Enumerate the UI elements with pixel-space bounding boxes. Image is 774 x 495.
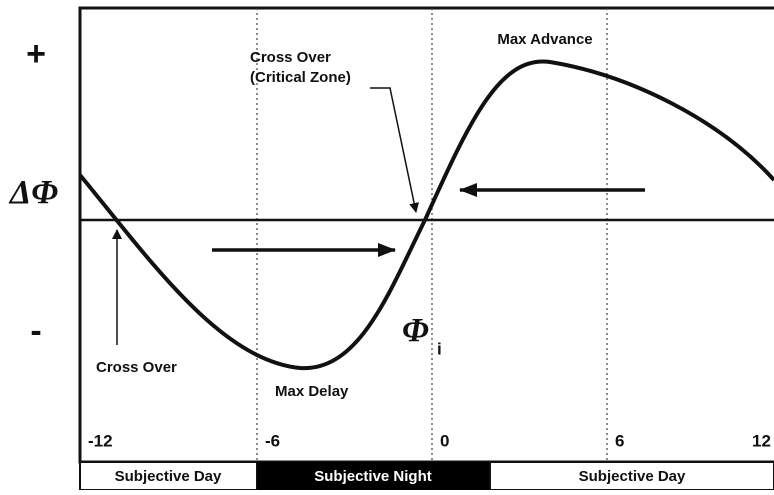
band-label: Subjective Day (115, 468, 222, 485)
tick-label: -6 (265, 431, 280, 450)
tick-label: 6 (615, 431, 624, 450)
annotation: Cross Over (250, 49, 331, 66)
phase-response-curve (78, 59, 774, 371)
annotation: Cross Over (96, 359, 177, 376)
annotation: (Critical Zone) (250, 69, 351, 86)
band-label: Subjective Night (314, 468, 432, 485)
plot-frame (78, 6, 774, 464)
plus-sign: + (26, 35, 46, 73)
phi-i: Φ (402, 312, 429, 349)
annotation: Max Advance (497, 31, 592, 48)
band-night (257, 462, 490, 490)
band-day (489, 461, 774, 491)
band-label: Subjective Day (579, 468, 686, 485)
tick-label: -12 (88, 431, 113, 450)
delta-phi: ΔΦ (8, 174, 58, 211)
tick-label: 0 (440, 431, 449, 450)
tick-label: 12 (752, 431, 771, 450)
grid (256, 8, 608, 462)
minus-sign: - (30, 312, 41, 350)
pointer (370, 87, 420, 213)
annotation: Max Delay (275, 383, 349, 400)
phi-subscript: i (437, 339, 442, 358)
